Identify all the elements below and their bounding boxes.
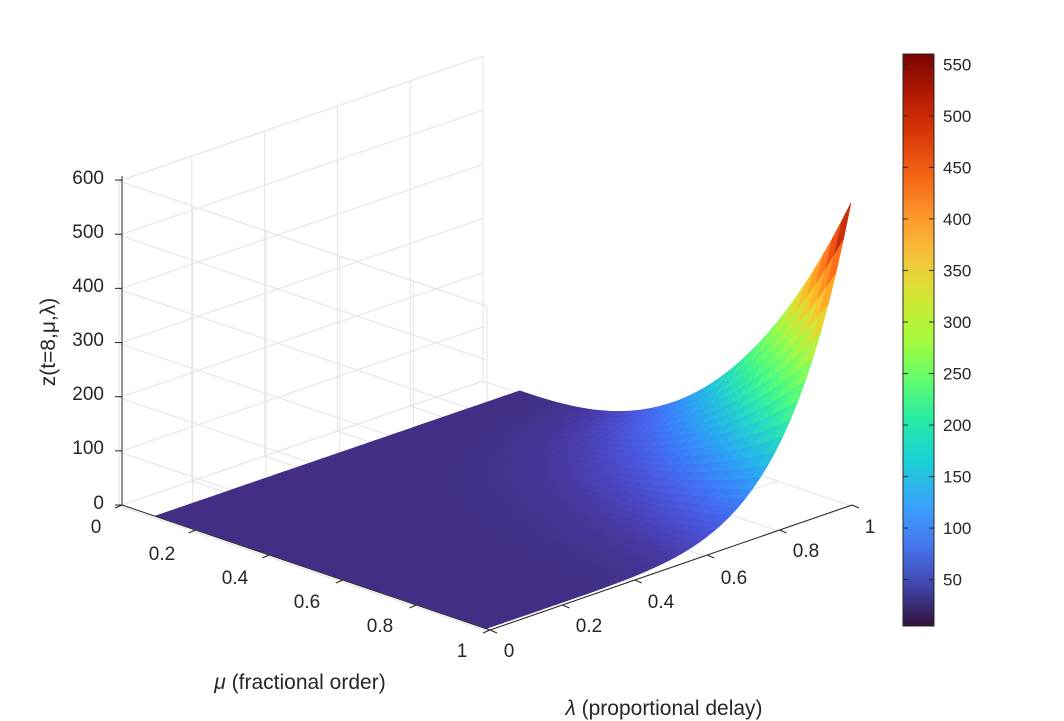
lambda-tick-label: 0.8 — [793, 541, 819, 562]
gridline — [117, 55, 488, 307]
mu-tick-mark — [188, 529, 196, 534]
mu-tick-mark — [409, 604, 417, 609]
mu-axis-label: μ (fractional order) — [213, 671, 385, 694]
lambda-tick-mark — [851, 504, 860, 509]
mu-tick-mark — [262, 554, 270, 559]
z-tick-label: 400 — [72, 276, 104, 297]
gridline — [118, 180, 488, 307]
z-tick-label: 600 — [72, 168, 104, 189]
lambda-tick-label: 0 — [504, 641, 515, 662]
colorbar-tick-label: 500 — [943, 107, 971, 126]
surface-patch — [833, 202, 852, 256]
z-tick-label: 500 — [72, 222, 104, 243]
mu-tick-label: 0.8 — [367, 616, 393, 637]
mu-tick-label: 0.4 — [222, 568, 249, 589]
lambda-tick-mark — [562, 604, 570, 609]
lambda-tick-mark — [489, 629, 498, 634]
lambda-tick-mark — [707, 554, 715, 559]
mu-tick-label: 0.6 — [294, 592, 320, 613]
gridline — [117, 109, 488, 361]
lambda-tick-label: 0.2 — [576, 616, 602, 637]
colorbar-tick-label: 300 — [943, 313, 971, 332]
surface-mesh — [154, 202, 852, 629]
mu-axis-line — [121, 504, 491, 631]
colorbar-tick-label: 150 — [943, 468, 971, 487]
lambda-tick-label: 0.6 — [721, 568, 747, 589]
colorbar: 50 100 150 200 250 300 350 400 450 500 550 — [902, 53, 971, 627]
gridline — [118, 380, 484, 507]
lambda-tick-label: 0.4 — [648, 592, 675, 613]
mu-tick-mark — [114, 504, 123, 509]
mu-tick-label: 0 — [91, 517, 102, 538]
z-axis-ticks: 0 100 200 300 400 500 600 — [72, 168, 104, 514]
gridline — [118, 505, 488, 632]
colorbar-tick-label: 200 — [943, 416, 971, 435]
mu-axis-ticks: 0 0.2 0.4 0.6 0.8 1 — [91, 517, 468, 662]
axis-lines — [114, 176, 860, 634]
mu-tick-mark — [335, 579, 343, 584]
colorbar-tick-label: 250 — [943, 364, 971, 383]
z-tick-label: 300 — [72, 330, 104, 351]
gridline — [118, 55, 484, 182]
colorbar-tick-label: 400 — [943, 210, 971, 229]
mu-symbol: μ — [213, 671, 226, 694]
mu-tick-label: 0.2 — [149, 544, 175, 565]
z-tick-label: 200 — [72, 384, 104, 405]
colorbar-tick-label: 550 — [943, 55, 971, 74]
colorbar-tick-label: 350 — [943, 261, 971, 280]
z-axis-label: z(t=8,μ,λ) — [37, 298, 60, 387]
z-tick-label: 100 — [72, 438, 104, 459]
gridline — [117, 163, 488, 415]
surface-patch — [476, 622, 496, 629]
mu-tick-mark — [482, 629, 491, 634]
colorbar-tick-label: 50 — [943, 571, 962, 590]
z-tick-label: 0 — [93, 493, 104, 514]
lambda-axis-ticks: 0 0.2 0.4 0.6 0.8 1 — [504, 517, 876, 662]
lambda-tick-mark — [634, 579, 642, 584]
colorbar-gradient — [902, 53, 935, 627]
lambda-tick-label: 1 — [865, 517, 876, 538]
lambda-axis-line — [489, 504, 853, 631]
lambda-label-text: (proportional delay) — [576, 697, 763, 720]
lambda-symbol: λ — [564, 697, 575, 720]
lambda-tick-mark — [779, 529, 787, 534]
colorbar-ticks: 50 100 150 200 250 300 350 400 450 500 550 — [903, 55, 971, 590]
lambda-axis-label: λ (proportional delay) — [564, 697, 762, 720]
mu-tick-label: 1 — [457, 641, 468, 662]
mu-label-text: (fractional order) — [226, 671, 386, 694]
colorbar-tick-label: 450 — [943, 158, 971, 177]
colorbar-tick-label: 100 — [943, 519, 971, 538]
